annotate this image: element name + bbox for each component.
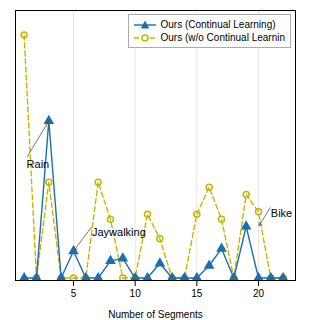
svg-text:10: 10	[130, 288, 142, 299]
html-text:Ours (w/o Continual Learnin: Ours (w/o Continual Learnin	[160, 32, 285, 43]
html-text:Ours (Continual Learning): Ours (Continual Learning)	[160, 19, 276, 30]
svg-text:Jaywalking: Jaywalking	[92, 226, 146, 238]
svg-text:Rain: Rain	[27, 158, 50, 170]
svg-text:Number of Segments: Number of Segments	[108, 309, 203, 320]
svg-text:15: 15	[191, 288, 203, 299]
svg-text:Bike: Bike	[271, 207, 292, 219]
svg-text:20: 20	[253, 288, 265, 299]
svg-text:5: 5	[71, 288, 77, 299]
